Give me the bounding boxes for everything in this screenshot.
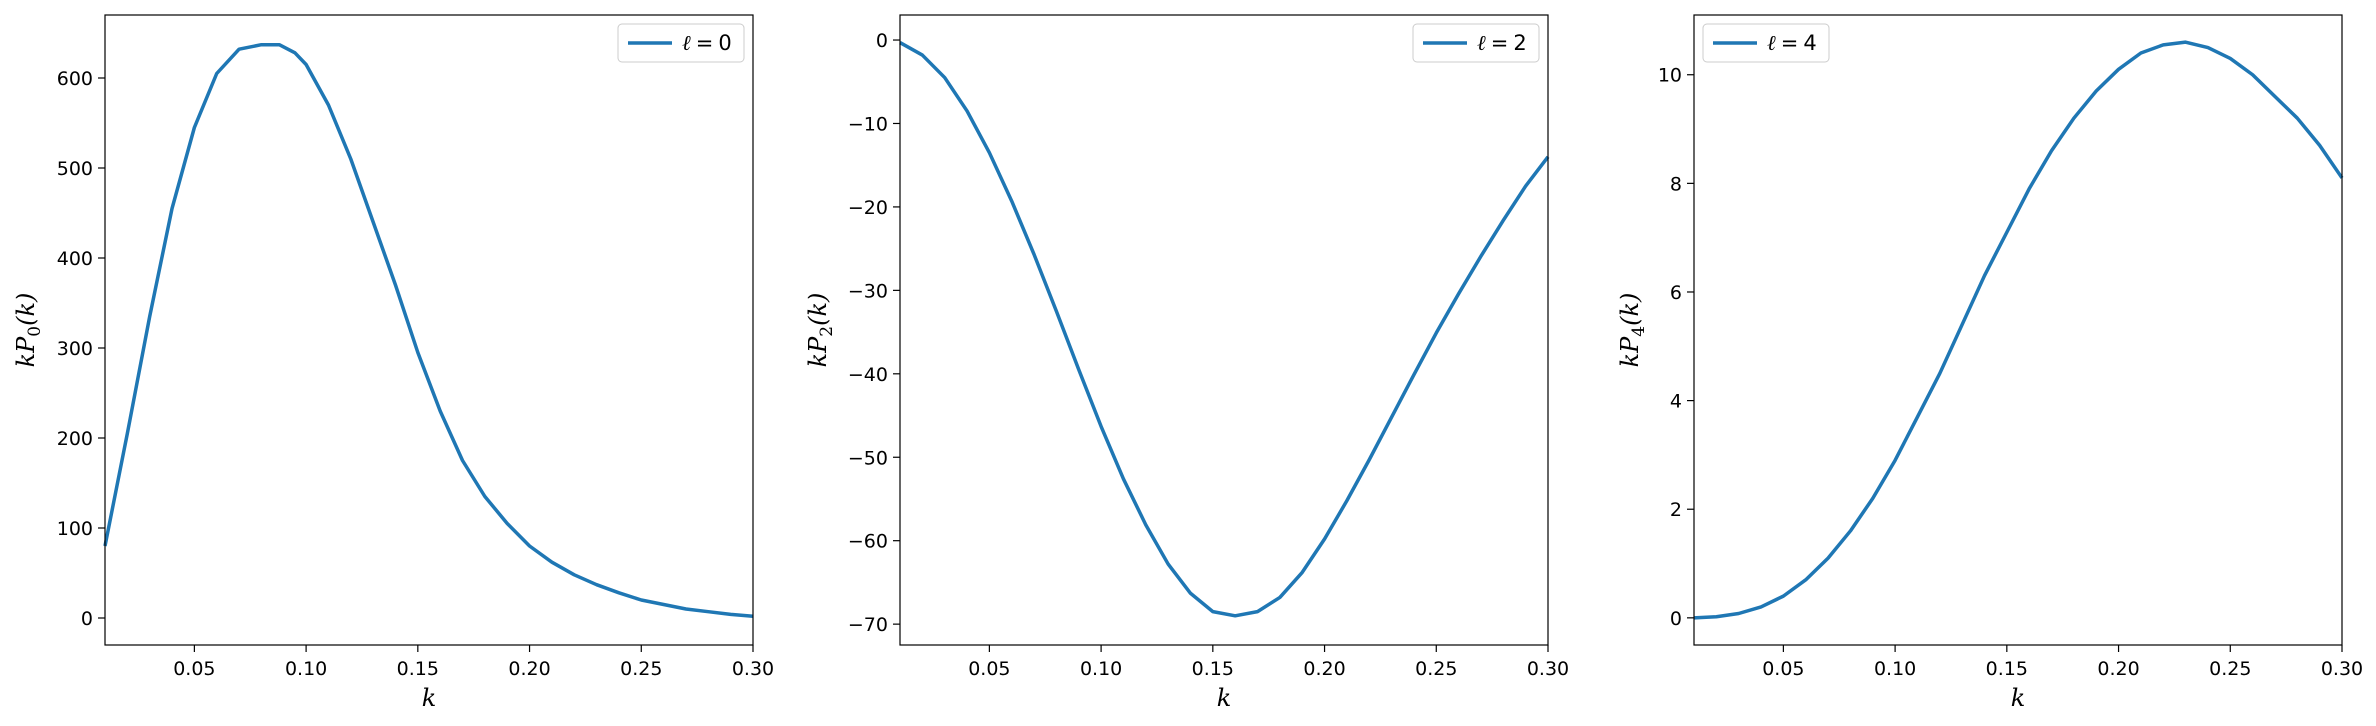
plot-frame <box>899 14 1549 646</box>
y-tick-label: 2 <box>1670 499 1682 521</box>
x-tick-label: 0.10 <box>1080 658 1122 680</box>
x-axis-label: k <box>1217 684 1232 712</box>
y-tick-label: −20 <box>848 197 888 219</box>
x-tick-label: 0.25 <box>2209 658 2251 680</box>
legend-box <box>1702 23 1830 63</box>
legend: ℓ = 2 <box>1412 23 1540 63</box>
panel-hexadecapole: 0.05 0.10 0.15 0.20 0.25 0.30 0 2 4 6 8 10 k kP4(k… <box>1616 14 2363 712</box>
x-tick-label: 0.20 <box>1303 658 1345 680</box>
y-tick-label: 100 <box>57 518 93 540</box>
series-line-0 <box>1693 40 2344 620</box>
x-tick-label: 0.15 <box>397 658 439 680</box>
x-tick-label: 0.25 <box>620 658 662 680</box>
legend-label: ℓ = 2 <box>1477 31 1527 55</box>
y-tick-label: 200 <box>57 428 93 450</box>
legend-label: ℓ = 4 <box>1767 31 1817 55</box>
y-axis-label: kP2(k) <box>804 293 837 368</box>
x-axis-ticks: 0.05 0.10 0.15 0.20 0.25 0.30 <box>173 645 774 680</box>
x-axis-label: k <box>2011 684 2026 712</box>
legend: ℓ = 0 <box>617 23 745 63</box>
x-tick-label: 0.15 <box>1192 658 1234 680</box>
y-tick-label: 0 <box>876 30 888 52</box>
legend-label: ℓ = 0 <box>682 31 732 55</box>
y-tick-label: −10 <box>848 113 888 135</box>
x-tick-label: 0.30 <box>1527 658 1569 680</box>
x-tick-label: 0.05 <box>1762 658 1804 680</box>
y-tick-label: 300 <box>57 338 93 360</box>
x-tick-label: 0.05 <box>968 658 1010 680</box>
y-axis-ticks: 0 2 4 6 8 10 <box>1658 65 1694 630</box>
panel-quadrupole: 0.05 0.10 0.15 0.20 0.25 0.30 0 −10 −20 −30 −40 −5… <box>804 14 1569 712</box>
y-axis-label: kP4(k) <box>1616 293 1649 368</box>
x-axis-label: k <box>422 684 437 712</box>
series-line-0 <box>899 41 1550 618</box>
quadrupole-series <box>899 41 1550 618</box>
legend-box <box>1412 23 1540 63</box>
x-axis-ticks: 0.05 0.10 0.15 0.20 0.25 0.30 <box>1762 645 2363 680</box>
y-tick-label: 400 <box>57 248 93 270</box>
y-tick-label: −30 <box>848 280 888 302</box>
y-tick-label: −60 <box>848 531 888 553</box>
y-axis-ticks: 0 100 200 300 400 500 600 <box>57 68 105 630</box>
y-tick-label: 600 <box>57 68 93 90</box>
plot-frame <box>1693 14 2343 646</box>
y-tick-label: −70 <box>848 614 888 636</box>
x-tick-label: 0.10 <box>1874 658 1916 680</box>
y-tick-label: 8 <box>1670 173 1682 195</box>
y-axis-ticks: 0 −10 −20 −30 −40 −50 −60 −70 <box>848 30 900 636</box>
plot-frame <box>104 14 754 646</box>
y-tick-label: 4 <box>1670 391 1682 413</box>
x-tick-label: 0.30 <box>732 658 774 680</box>
y-tick-label: 0 <box>1670 608 1682 630</box>
hexadecapole-series <box>1693 40 2344 620</box>
series-line-0 <box>103 42 754 618</box>
y-tick-label: 10 <box>1658 65 1682 87</box>
x-tick-label: 0.20 <box>2097 658 2139 680</box>
x-tick-label: 0.15 <box>1986 658 2028 680</box>
legend-box <box>617 23 745 63</box>
monopole-series <box>103 42 754 618</box>
y-tick-label: 6 <box>1670 282 1682 304</box>
x-axis-ticks: 0.05 0.10 0.15 0.20 0.25 0.30 <box>968 645 1569 680</box>
y-tick-label: −40 <box>848 364 888 386</box>
x-tick-label: 0.20 <box>508 658 550 680</box>
x-tick-label: 0.05 <box>173 658 215 680</box>
y-tick-label: −50 <box>848 447 888 469</box>
y-tick-label: 0 <box>81 608 93 630</box>
legend: ℓ = 4 <box>1702 23 1830 63</box>
panel-monopole: 0.05 0.10 0.15 0.20 0.25 0.30 0 100 200 300 400 50… <box>12 14 774 712</box>
x-tick-label: 0.25 <box>1415 658 1457 680</box>
x-tick-label: 0.10 <box>285 658 327 680</box>
y-tick-label: 500 <box>57 158 93 180</box>
y-axis-label: kP0(k) <box>12 293 45 368</box>
x-tick-label: 0.30 <box>2321 658 2363 680</box>
